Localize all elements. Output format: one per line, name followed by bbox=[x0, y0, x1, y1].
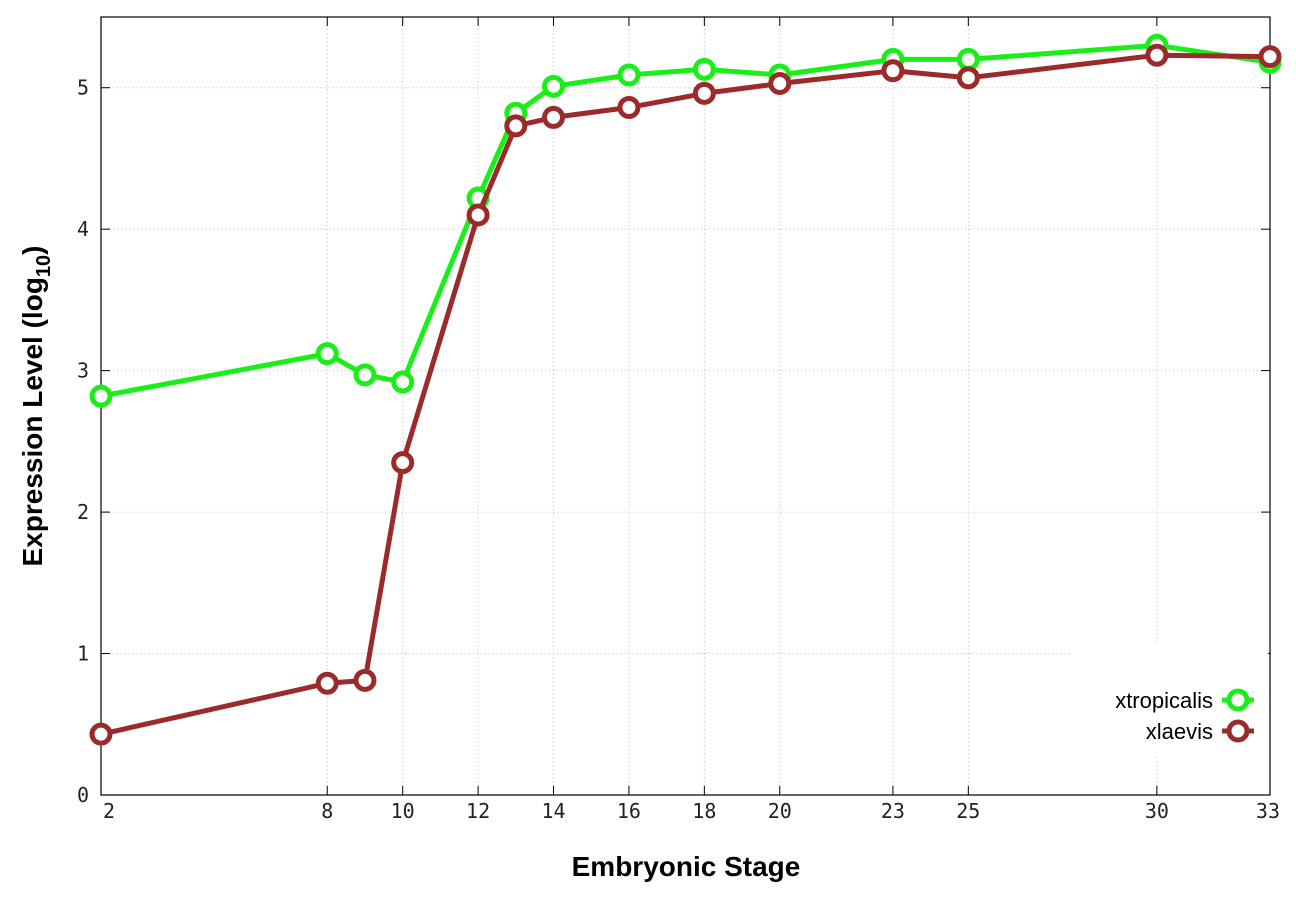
y-axis-title: Expression Level (log10) bbox=[17, 246, 55, 567]
x-tick-label: 16 bbox=[617, 799, 641, 823]
x-tick-label: 14 bbox=[541, 799, 565, 823]
x-axis-title: Embryonic Stage bbox=[572, 851, 801, 882]
legend-marker bbox=[1226, 688, 1250, 712]
data-point bbox=[1145, 43, 1169, 67]
data-point bbox=[89, 384, 113, 408]
x-tick-label: 25 bbox=[956, 799, 980, 823]
x-tick-label: 20 bbox=[768, 799, 792, 823]
data-point bbox=[542, 74, 566, 98]
legend: xtropicalis xlaevis bbox=[1070, 645, 1268, 755]
y-tick-label: 1 bbox=[77, 642, 89, 666]
data-point bbox=[768, 71, 792, 95]
data-point bbox=[1258, 45, 1282, 69]
data-point bbox=[504, 114, 528, 138]
data-point bbox=[617, 96, 641, 120]
x-tick-label: 30 bbox=[1145, 799, 1169, 823]
data-point bbox=[692, 81, 716, 105]
x-tick-label: 18 bbox=[692, 799, 716, 823]
data-point bbox=[89, 722, 113, 746]
data-point bbox=[881, 59, 905, 83]
data-point bbox=[391, 451, 415, 475]
x-tick-label: 23 bbox=[881, 799, 905, 823]
legend-marker bbox=[1226, 719, 1250, 743]
data-point bbox=[466, 203, 490, 227]
series-lines bbox=[89, 33, 1282, 746]
data-point bbox=[353, 668, 377, 692]
y-tick-label: 3 bbox=[77, 359, 89, 383]
y-tick-label: 0 bbox=[77, 783, 89, 807]
x-tick-label: 33 bbox=[1256, 799, 1280, 823]
data-point bbox=[391, 370, 415, 394]
data-point bbox=[692, 57, 716, 81]
y-tick-label: 2 bbox=[77, 500, 89, 524]
legend-label: xlaevis bbox=[1146, 719, 1213, 744]
x-tick-label: 12 bbox=[466, 799, 490, 823]
data-point bbox=[617, 63, 641, 87]
x-tick-label: 10 bbox=[391, 799, 415, 823]
x-tick-label: 8 bbox=[321, 799, 333, 823]
series-line bbox=[100, 52, 1271, 737]
data-point bbox=[542, 105, 566, 129]
data-point bbox=[956, 66, 980, 90]
data-point bbox=[956, 47, 980, 71]
data-point bbox=[353, 363, 377, 387]
legend-label: xtropicalis bbox=[1115, 688, 1213, 713]
y-tick-label: 5 bbox=[77, 76, 89, 100]
series-xtropicalis bbox=[89, 33, 1282, 408]
data-point bbox=[315, 671, 339, 695]
series-xlaevis bbox=[89, 43, 1282, 746]
legend-item-xtropicalis: xtropicalis bbox=[1115, 688, 1254, 713]
y-tick-label: 4 bbox=[77, 217, 89, 241]
legend-item-xlaevis: xlaevis bbox=[1146, 719, 1254, 744]
x-tick-label: 2 bbox=[103, 799, 115, 823]
data-point bbox=[315, 342, 339, 366]
y-axis-title-subscript: 10 bbox=[33, 255, 55, 277]
grid-lines bbox=[101, 17, 1270, 795]
